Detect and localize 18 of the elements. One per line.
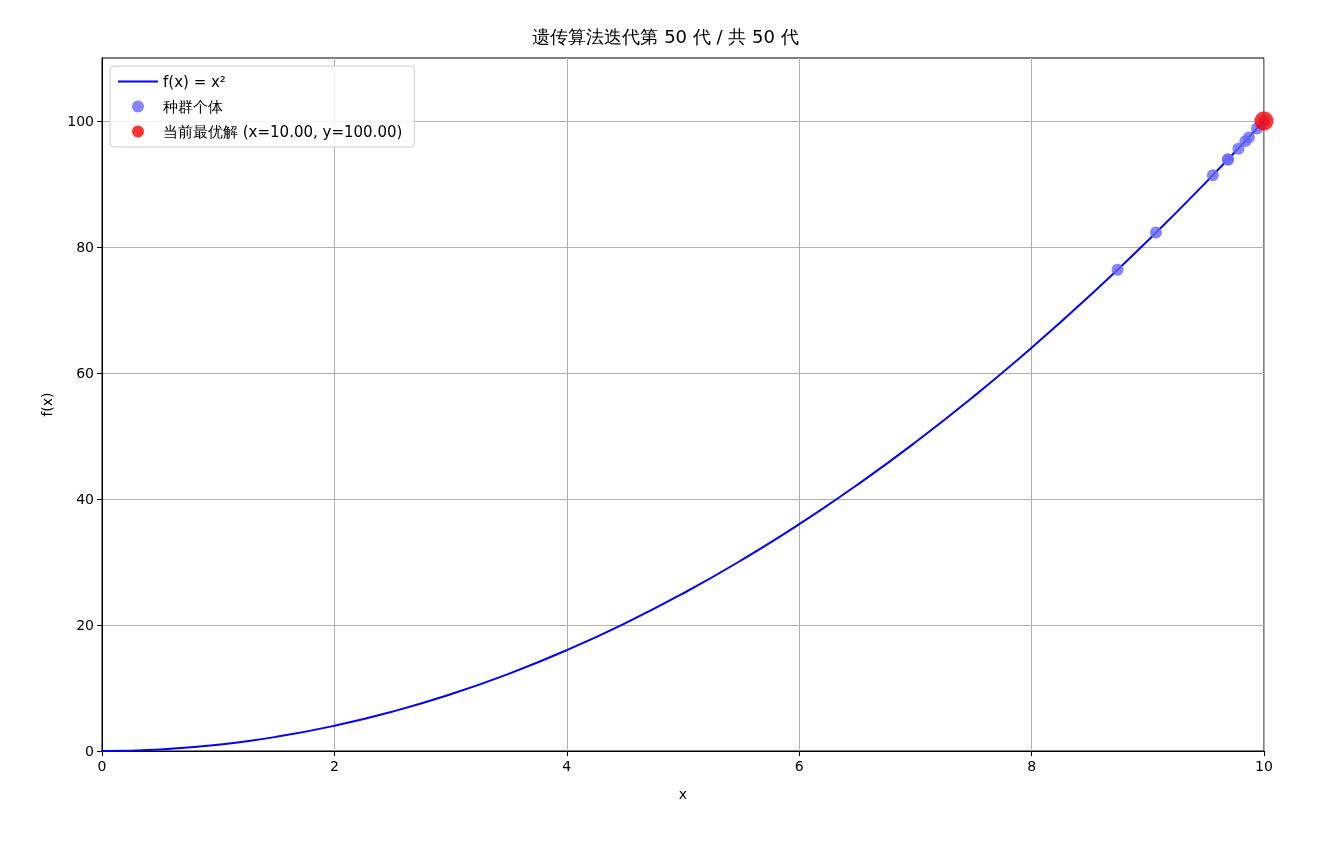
legend-label: 当前最优解 (x=10.00, y=100.00) [163,122,403,141]
y-tick-label: 80 [76,239,94,255]
x-axis-title: x [678,786,688,802]
x-tick-label: 0 [97,758,107,774]
x-tick-label: 6 [794,758,804,774]
legend-label: f(x) = x² [163,72,226,91]
chart-title: 遗传算法迭代第 50 代 / 共 50 代 [532,25,799,47]
x-tick-label: 10 [1255,758,1273,774]
y-tick-label: 100 [67,113,94,129]
legend-label: 种群个体 [163,97,223,116]
y-axis-title: f(x) [39,392,55,417]
y-tick-label: 0 [85,743,94,759]
x-tick-label: 4 [562,758,572,774]
y-tick-label: 20 [76,617,94,633]
y-tick-label: 60 [76,365,94,381]
x-tick-label: 2 [329,758,339,774]
y-tick-label: 40 [76,491,94,507]
x-tick-label: 8 [1027,758,1037,774]
